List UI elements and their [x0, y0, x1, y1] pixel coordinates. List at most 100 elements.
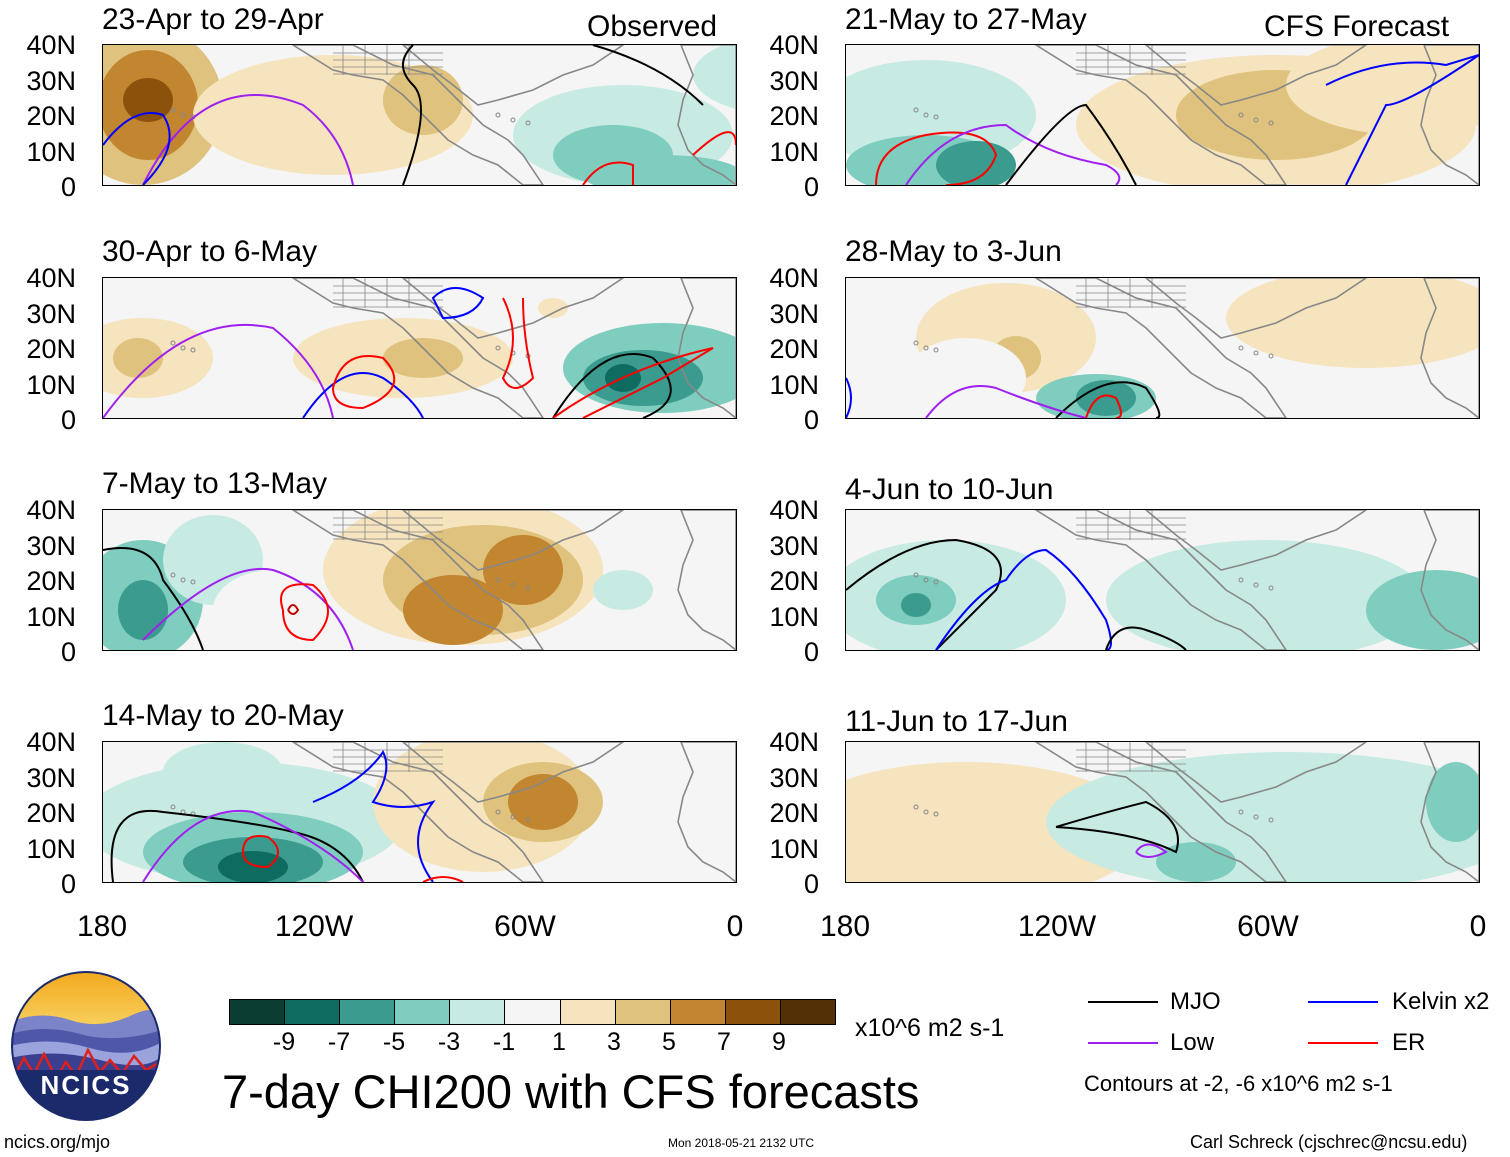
- map-panel-obs-2: [102, 277, 737, 419]
- lat-tick-left-0-2: 20N: [26, 101, 76, 131]
- coastline: [1420, 45, 1479, 185]
- island: [495, 577, 501, 583]
- colorbar-label-1: -7: [327, 1028, 351, 1056]
- observed-label: Observed: [587, 10, 718, 43]
- chi200-shading: [583, 350, 703, 406]
- lat-tick-right-1-1: 30N: [769, 298, 819, 329]
- chi200-shading: [936, 141, 1016, 185]
- lat-tick-right-1-3: 10N: [769, 369, 819, 400]
- contour-line: [552, 347, 714, 418]
- contour-line: [501, 297, 535, 389]
- contour-line: [1055, 381, 1161, 418]
- colorbar-label-8: 7: [717, 1028, 731, 1056]
- map-svg: [103, 45, 736, 185]
- lat-tick-left-3-0: 40N: [26, 727, 76, 757]
- island: [190, 347, 196, 353]
- ncics-logo-text: NCICS: [40, 1070, 132, 1100]
- contour-line: [110, 809, 364, 882]
- island: [1268, 353, 1274, 359]
- lat-tick-left-3-2: 20N: [26, 798, 76, 828]
- colorbar-swatch-0: [230, 1000, 286, 1024]
- map-svg: [103, 510, 736, 650]
- state-border: [333, 45, 443, 75]
- island: [525, 585, 531, 591]
- colorbar-units: x10^6 m2 s-1: [855, 1014, 1005, 1042]
- map-panel-fcst-2: [845, 277, 1480, 419]
- island: [525, 120, 531, 126]
- panel-title-3: 7-May to 13-May: [102, 467, 328, 500]
- lat-tick-left-3-3: 10N: [26, 833, 76, 864]
- state-border: [1076, 45, 1186, 75]
- island: [913, 804, 919, 810]
- lat-tick-left-1-3: 10N: [26, 369, 76, 400]
- lat-tick-left-1-1: 30N: [26, 298, 76, 329]
- coastline: [1034, 742, 1287, 882]
- chi200-shading: [163, 742, 283, 802]
- credit: Carl Schreck (cjschrec@ncsu.edu): [1190, 1132, 1468, 1152]
- contour-line: [103, 112, 171, 185]
- state-border: [1076, 742, 1186, 772]
- contour-line: [1005, 103, 1137, 185]
- lat-tick-right-1-4: 0: [803, 405, 819, 435]
- island: [510, 814, 516, 820]
- island: [495, 112, 501, 118]
- lat-tick-left-1-4: 0: [60, 405, 76, 435]
- contour-line: [312, 750, 436, 882]
- lon-tick-60w-right: 60W: [1237, 910, 1299, 943]
- contour-line: [422, 876, 464, 882]
- panel-title-1: 23-Apr to 29-Apr: [102, 3, 324, 36]
- lat-tick-right-0-1: 30N: [769, 65, 819, 96]
- legend-line-mjo: [1088, 1001, 1158, 1003]
- colorbar-swatch-6: [560, 1000, 616, 1024]
- coastline: [1420, 510, 1479, 650]
- map-panel-obs-1: [102, 44, 737, 186]
- state-border: [1076, 278, 1186, 308]
- colorbar-swatch-3: [395, 1000, 451, 1024]
- map-panel-fcst-4: [845, 741, 1480, 883]
- lat-tick-right-3-1: 30N: [769, 762, 819, 793]
- panel-title-2: 30-Apr to 6-May: [102, 235, 318, 268]
- legend-label-low: Low: [1170, 1029, 1215, 1056]
- state-border: [333, 742, 443, 772]
- ncics-url: ncics.org/mjo: [4, 1132, 111, 1152]
- lat-tick-right-3-3: 10N: [769, 833, 819, 864]
- lat-tick-left-1-0: 40N: [26, 263, 76, 293]
- coastline: [677, 278, 736, 418]
- chi200-shading: [403, 575, 503, 645]
- lat-tick-right-1-2: 20N: [769, 334, 819, 364]
- island: [933, 114, 939, 120]
- chi200-shading: [593, 570, 653, 610]
- state-border: [1076, 510, 1186, 540]
- contour-line: [552, 353, 672, 418]
- chi200-shading: [538, 298, 568, 318]
- chi200-shading: [1366, 570, 1479, 650]
- chi200-shading: [123, 78, 173, 122]
- coastline: [401, 45, 625, 106]
- legend-label-mjo: MJO: [1170, 988, 1221, 1015]
- lat-tick-right-3-0: 40N: [769, 727, 819, 757]
- coastline: [291, 742, 544, 882]
- contour-line: [103, 323, 334, 418]
- chi200-shading: [213, 570, 333, 650]
- lat-tick-left-0-0: 40N: [26, 30, 76, 60]
- panel-title-7: 4-Jun to 10-Jun: [845, 473, 1054, 506]
- lon-tick-180-right: 180: [819, 910, 871, 943]
- island: [933, 347, 939, 353]
- island: [1268, 120, 1274, 126]
- lat-tick-right-2-1: 30N: [769, 530, 819, 561]
- contour-line: [242, 835, 279, 869]
- colorbar-swatch-10: [780, 1000, 836, 1024]
- state-border: [1076, 742, 1186, 772]
- island: [170, 107, 176, 113]
- coastline: [291, 278, 544, 418]
- state-border: [1076, 45, 1186, 75]
- panel-title-6: 28-May to 3-Jun: [845, 235, 1062, 268]
- coastline: [1144, 45, 1368, 106]
- contour-line: [1105, 626, 1187, 650]
- island: [1253, 117, 1259, 123]
- island: [1253, 814, 1259, 820]
- island: [1238, 809, 1244, 815]
- lat-tick-right-0-4: 0: [803, 172, 819, 202]
- colorbar-swatch-4: [450, 1000, 506, 1024]
- island: [1268, 585, 1274, 591]
